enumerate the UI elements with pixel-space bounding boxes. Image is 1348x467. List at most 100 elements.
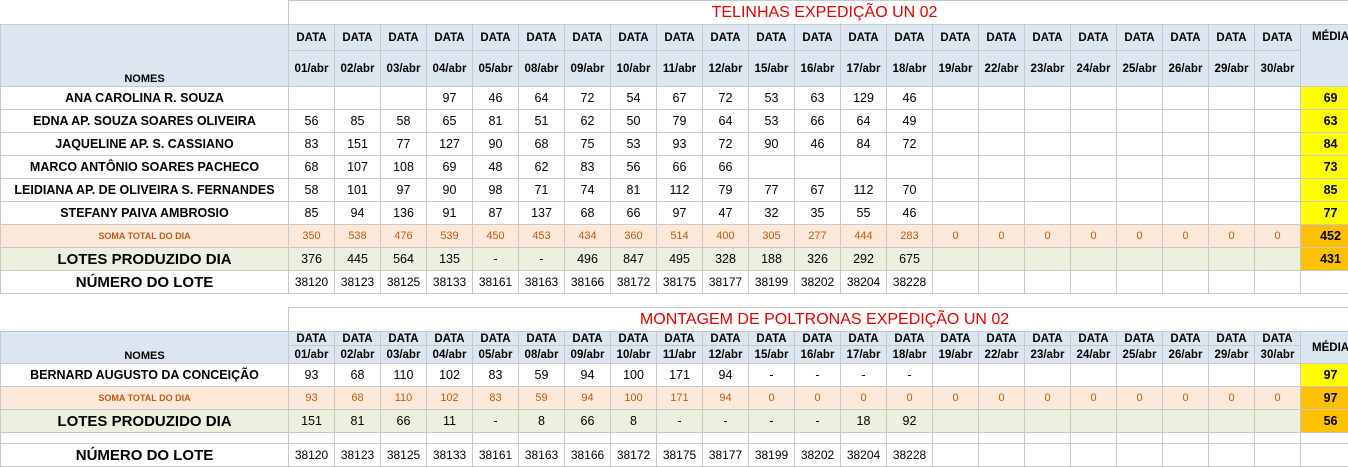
- value-cell: [1071, 110, 1117, 133]
- data-header: DATA: [1209, 25, 1255, 51]
- lotes-cell: [1163, 410, 1209, 433]
- value-cell: [1071, 156, 1117, 179]
- data-header: DATA: [427, 332, 473, 346]
- date-cell: 03/abr: [381, 51, 427, 87]
- value-cell: [1117, 156, 1163, 179]
- soma-cell: 0: [1255, 387, 1301, 410]
- value-cell: [1025, 179, 1071, 202]
- lotes-cell: 188: [749, 248, 795, 271]
- value-cell: [933, 87, 979, 110]
- value-cell: 51: [519, 110, 565, 133]
- section-title-row: MONTAGEM DE POLTRONAS EXPEDIÇÃO UN 02: [1, 308, 1348, 332]
- date-cell: 11/abr: [657, 51, 703, 87]
- value-cell: 65: [427, 110, 473, 133]
- value-cell: [1209, 179, 1255, 202]
- lotes-cell: [1071, 410, 1117, 433]
- value-cell: 79: [657, 110, 703, 133]
- date-cell: 25/abr: [1117, 51, 1163, 87]
- value-cell: 66: [611, 202, 657, 225]
- value-cell: -: [749, 364, 795, 387]
- numero-cell: 38120: [289, 444, 335, 467]
- value-cell: 85: [335, 110, 381, 133]
- data-header: DATA: [381, 332, 427, 346]
- data-header: DATA: [1255, 25, 1301, 51]
- spacer-cell: [1071, 433, 1117, 444]
- value-cell: [1163, 87, 1209, 110]
- lotes-cell: 8: [611, 410, 657, 433]
- lotes-cell: [1209, 248, 1255, 271]
- soma-cell: 93: [289, 387, 335, 410]
- data-header: DATA: [381, 25, 427, 51]
- date-cell: 02/abr: [335, 346, 381, 364]
- soma-cell: 0: [1209, 387, 1255, 410]
- lotes-cell: -: [519, 248, 565, 271]
- lotes-cell: 66: [565, 410, 611, 433]
- data-header: DATA: [933, 332, 979, 346]
- data-header: DATA: [749, 332, 795, 346]
- date-cell: 03/abr: [381, 346, 427, 364]
- value-cell: 56: [289, 110, 335, 133]
- soma-cell: 59: [519, 387, 565, 410]
- date-cell: 26/abr: [1163, 51, 1209, 87]
- value-cell: 110: [381, 364, 427, 387]
- lotes-cell: 135: [427, 248, 473, 271]
- numero-cell: [1071, 271, 1117, 294]
- lotes-cell: 675: [887, 248, 933, 271]
- date-cell: 24/abr: [1071, 51, 1117, 87]
- soma-cell: 283: [887, 225, 933, 248]
- data-header: DATA: [979, 332, 1025, 346]
- value-cell: -: [887, 364, 933, 387]
- value-cell: [1025, 133, 1071, 156]
- value-cell: 46: [887, 87, 933, 110]
- person-name: JAQUELINE AP. S. CASSIANO: [1, 133, 289, 156]
- spacer-cell: [473, 433, 519, 444]
- data-header: DATA: [1255, 332, 1301, 346]
- date-cell: 02/abr: [335, 51, 381, 87]
- spacer-cell: [657, 433, 703, 444]
- value-cell: [1025, 87, 1071, 110]
- value-cell: 58: [289, 179, 335, 202]
- date-cell: 05/abr: [473, 51, 519, 87]
- value-cell: 46: [795, 133, 841, 156]
- spacer-cell: [1163, 433, 1209, 444]
- soma-media: 452: [1301, 225, 1348, 248]
- value-cell: 49: [887, 110, 933, 133]
- numero-label: NÚMERO DO LOTE: [1, 271, 289, 294]
- numero-cell: 38161: [473, 444, 519, 467]
- date-cell: 17/abr: [841, 346, 887, 364]
- value-cell: [795, 156, 841, 179]
- value-cell: [933, 364, 979, 387]
- numero-cell: 38204: [841, 444, 887, 467]
- date-cell: 11/abr: [657, 346, 703, 364]
- spacer-cell: [1209, 433, 1255, 444]
- value-cell: 56: [611, 156, 657, 179]
- data-header: DATA: [289, 25, 335, 51]
- soma-cell: 0: [1255, 225, 1301, 248]
- media-cell: 63: [1301, 110, 1348, 133]
- value-cell: 94: [703, 364, 749, 387]
- value-cell: 74: [565, 179, 611, 202]
- lotes-cell: 376: [289, 248, 335, 271]
- spacer-cell: [887, 433, 933, 444]
- value-cell: 136: [381, 202, 427, 225]
- value-cell: 58: [381, 110, 427, 133]
- date-cell: 29/abr: [1209, 346, 1255, 364]
- nomes-header: NOMES: [1, 25, 289, 87]
- soma-cell: 0: [979, 225, 1025, 248]
- numero-cell: 38199: [749, 271, 795, 294]
- value-cell: 84: [841, 133, 887, 156]
- value-cell: 151: [335, 133, 381, 156]
- value-cell: [933, 156, 979, 179]
- value-cell: 93: [657, 133, 703, 156]
- value-cell: 77: [749, 179, 795, 202]
- value-cell: [1117, 179, 1163, 202]
- value-cell: [933, 179, 979, 202]
- soma-cell: 83: [473, 387, 519, 410]
- person-name: MARCO ANTÔNIO SOARES PACHECO: [1, 156, 289, 179]
- value-cell: [1209, 156, 1255, 179]
